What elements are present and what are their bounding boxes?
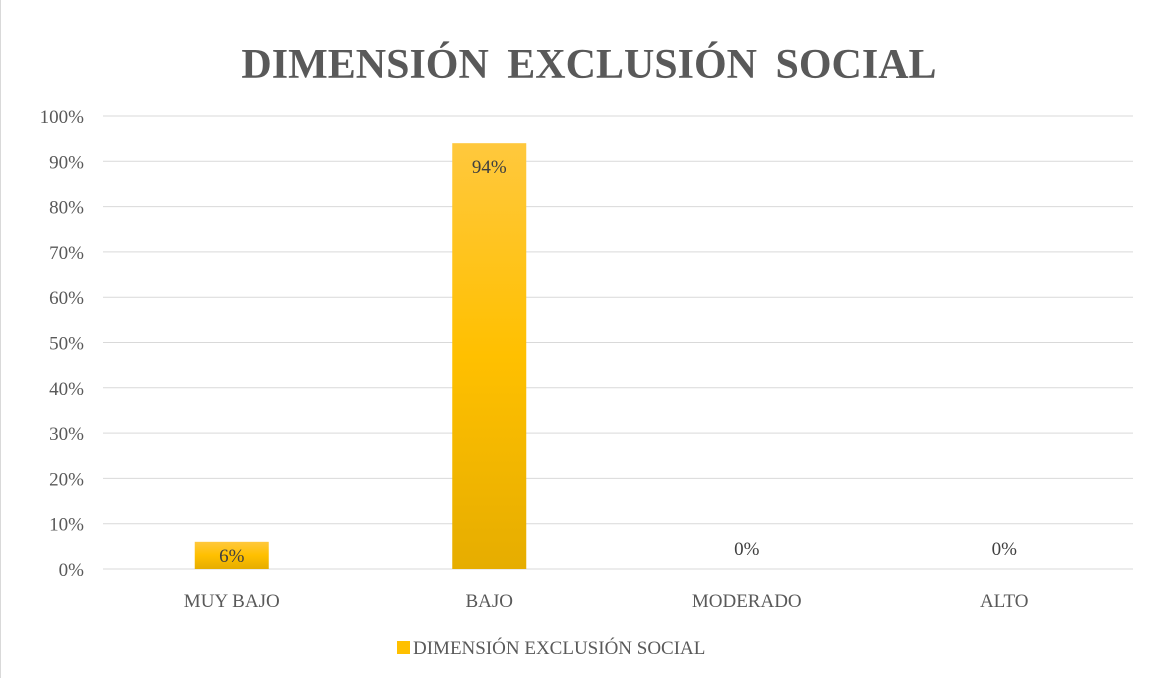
gridlines (103, 115, 1133, 570)
x-category-label: MUY BAJO (184, 591, 280, 612)
y-tick-label: 90% (49, 152, 84, 173)
bar-bajo (452, 143, 527, 569)
y-tick-label: 10% (49, 515, 84, 536)
y-tick-label: 40% (49, 379, 84, 400)
y-tick-label: 60% (49, 288, 84, 309)
bar-muy-bajo (194, 541, 269, 569)
y-axis-tick-labels: 0% 10% 20% 30% 40% 50% 60% 70% 80% 90% 100% (40, 107, 85, 581)
data-labels: 6% 94% 0% 0% (219, 157, 1017, 567)
y-tick-label: 100% (40, 107, 85, 128)
data-label: 0% (992, 539, 1018, 560)
data-label: 94% (472, 157, 507, 178)
x-category-label: BAJO (465, 591, 513, 612)
legend-swatch (397, 641, 410, 654)
y-tick-label: 50% (49, 334, 84, 355)
chart-title: DIMENSIÓN EXCLUSIÓN SOCIAL (241, 41, 936, 88)
data-label: 0% (734, 539, 760, 560)
legend-label: DIMENSIÓN EXCLUSIÓN SOCIAL (413, 637, 705, 659)
data-label: 6% (219, 546, 245, 567)
y-tick-label: 80% (49, 198, 84, 219)
bars (194, 143, 527, 569)
y-tick-label: 70% (49, 243, 84, 264)
y-tick-label: 20% (49, 469, 84, 490)
x-category-label: ALTO (980, 591, 1029, 612)
x-category-label: MODERADO (692, 591, 802, 612)
x-axis-category-labels: MUY BAJO BAJO MODERADO ALTO (184, 591, 1029, 612)
y-tick-label: 30% (49, 424, 84, 445)
legend: DIMENSIÓN EXCLUSIÓN SOCIAL (397, 637, 705, 659)
y-tick-label: 0% (59, 560, 85, 581)
